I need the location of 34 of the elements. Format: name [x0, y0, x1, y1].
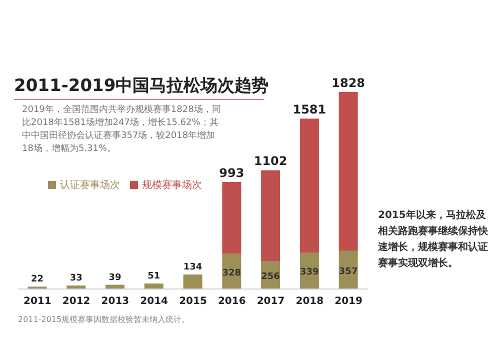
- x-tick-label: 2019: [334, 296, 363, 308]
- data-label: 256: [261, 272, 280, 282]
- x-tick-label: 2018: [296, 296, 324, 308]
- data-label: 339: [300, 268, 319, 278]
- data-label: 357: [338, 266, 358, 277]
- x-tick-label: 2015: [179, 296, 207, 308]
- chart-title: 2011-2019中国马拉松场次趋势: [14, 75, 269, 98]
- total-label: 1581: [292, 102, 326, 117]
- text: 2011-2015规模赛事因数据校验暂未纳入统计。: [18, 314, 191, 325]
- bar: [222, 182, 242, 254]
- total-label: 134: [183, 262, 202, 273]
- total-label: 39: [108, 272, 122, 283]
- bar: [338, 92, 358, 251]
- bar: [183, 274, 202, 289]
- total-label: 1828: [332, 76, 366, 90]
- total-label: 51: [148, 272, 160, 282]
- legend-label: 规模赛事场次: [142, 180, 202, 191]
- x-tick-label: 2016: [218, 296, 246, 308]
- text: 2015年以来，马拉松及相关路跑赛事继续保持快速增长，规模赛事和认证赛事实现双增长。: [378, 208, 488, 271]
- bar: [261, 170, 280, 262]
- bar: [300, 118, 319, 252]
- total-label: 1102: [254, 154, 288, 168]
- total-label: 993: [219, 166, 244, 180]
- x-tick-label: 2017: [256, 296, 285, 308]
- total-label: 33: [70, 273, 82, 284]
- data-label: 328: [222, 268, 242, 278]
- x-tick-label: 2013: [101, 296, 130, 308]
- x-tick-label: 2012: [62, 296, 90, 308]
- legend-label: 认证赛事场次: [60, 180, 120, 191]
- x-tick-label: 2011: [24, 296, 52, 308]
- x-tick-label: 2014: [140, 296, 168, 308]
- total-label: 22: [30, 274, 44, 285]
- text: 2019年，全国范围内共举办规模赛事1828场，同比2018年1581场增加247场，增长15.62%；其中中国田径协会认证赛事357场，较2018年增加18场，增幅为5.31%。: [22, 104, 222, 156]
- bar: [144, 284, 164, 289]
